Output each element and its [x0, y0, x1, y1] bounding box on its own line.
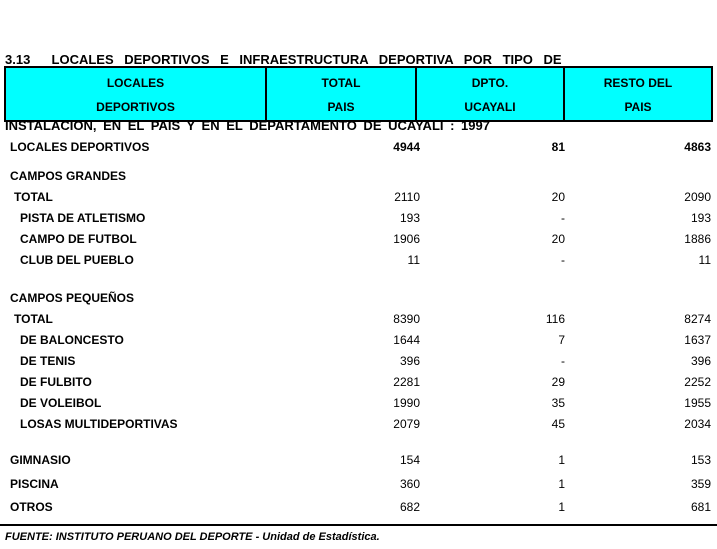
cell-resto-del-pais: 4863	[684, 139, 711, 154]
row-label: PISTA DE ATLETISMO	[20, 210, 146, 225]
cell-dpto-ucayali: -	[561, 252, 565, 267]
table-row: DE TENIS 396 - 396	[5, 350, 711, 371]
row-label: PISCINA	[10, 476, 59, 491]
cell-dpto-ucayali: 35	[551, 395, 565, 410]
cell-dpto-ucayali: 1	[558, 476, 565, 491]
cell-total-pais: 11	[407, 252, 420, 267]
cell-total-pais: 396	[399, 353, 420, 368]
table-row: PISTA DE ATLETISMO 193 - 193	[5, 207, 711, 228]
row-label: LOSAS MULTIDEPORTIVAS	[20, 416, 178, 431]
column-header-line: RESTO DEL	[603, 76, 673, 90]
table-row: PISCINA 360 1 359	[5, 473, 711, 494]
cell-total-pais: 1990	[393, 395, 420, 410]
cell-resto-del-pais: 2090	[684, 189, 711, 204]
cell-dpto-ucayali: 1	[558, 452, 565, 467]
cell-resto-del-pais: 396	[690, 353, 711, 368]
cell-dpto-ucayali: 7	[558, 332, 565, 347]
column-header-line: DPTO.	[471, 76, 509, 90]
cell-dpto-ucayali: 1	[558, 499, 565, 514]
column-header-line: PAIS	[624, 100, 652, 114]
table-row: GIMNASIO 154 1 153	[5, 449, 711, 470]
table-row: TOTAL 8390 116 8274	[5, 308, 711, 329]
table-header: LOCALES DEPORTIVOS TOTAL PAIS DPTO. UCAY…	[4, 66, 713, 122]
section-label: CAMPOS PEQUEÑOS	[10, 290, 135, 305]
row-label: OTROS	[10, 499, 53, 514]
column-header-locales-deportivos: LOCALES DEPORTIVOS	[6, 68, 265, 120]
table-section-row: CAMPOS GRANDES	[5, 165, 711, 186]
cell-total-pais: 2110	[394, 189, 420, 204]
table-row: DE BALONCESTO 1644 7 1637	[5, 329, 711, 350]
source-note: FUENTE: INSTITUTO PERUANO DEL DEPORTE - …	[5, 531, 380, 543]
cell-total-pais: 682	[399, 499, 420, 514]
cell-dpto-ucayali: 116	[545, 311, 565, 326]
row-label: LOCALES DEPORTIVOS	[10, 139, 150, 154]
cell-total-pais: 193	[399, 210, 420, 225]
row-label: DE FULBITO	[20, 374, 92, 389]
table-row: DE VOLEIBOL 1990 35 1955	[5, 392, 711, 413]
cell-resto-del-pais: 193	[690, 210, 711, 225]
cell-dpto-ucayali: 20	[551, 189, 565, 204]
section-label: CAMPOS GRANDES	[10, 168, 127, 183]
cell-total-pais: 1906	[393, 231, 420, 246]
row-label: CAMPO DE FUTBOL	[20, 231, 137, 246]
cell-total-pais: 2281	[393, 374, 420, 389]
column-header-line: UCAYALI	[464, 100, 516, 114]
cell-resto-del-pais: 1637	[684, 332, 711, 347]
row-label: TOTAL	[14, 311, 53, 326]
column-header-line: PAIS	[327, 100, 355, 114]
page-title-line1: 3.13 LOCALES DEPORTIVOS E INFRAESTRUCTUR…	[5, 52, 562, 67]
cell-resto-del-pais: 153	[690, 452, 711, 467]
row-label: CLUB DEL PUEBLO	[20, 252, 134, 267]
cell-dpto-ucayali: 81	[551, 139, 565, 154]
cell-resto-del-pais: 1955	[684, 395, 711, 410]
footer: FUENTE: INSTITUTO PERUANO DEL DEPORTE - …	[0, 524, 717, 543]
cell-dpto-ucayali: -	[561, 353, 565, 368]
column-header-resto-del-pais: RESTO DEL PAIS	[563, 68, 711, 120]
cell-resto-del-pais: 359	[690, 476, 711, 491]
table-body: LOCALES DEPORTIVOS 4944 81 4863 CAMPOS G…	[5, 136, 711, 517]
cell-resto-del-pais: 2252	[684, 374, 711, 389]
cell-resto-del-pais: 11	[698, 252, 711, 267]
table-row: TOTAL 2110 20 2090	[5, 186, 711, 207]
table-row: OTROS 682 1 681	[5, 496, 711, 517]
column-header-line: TOTAL	[321, 76, 361, 90]
row-label: TOTAL	[14, 189, 53, 204]
cell-dpto-ucayali: -	[561, 210, 565, 225]
cell-resto-del-pais: 1886	[684, 231, 711, 246]
table-row: CAMPO DE FUTBOL 1906 20 1886	[5, 228, 711, 249]
table-row: LOSAS MULTIDEPORTIVAS 2079 45 2034	[5, 413, 711, 434]
column-header-dpto-ucayali: DPTO. UCAYALI	[415, 68, 563, 120]
cell-total-pais: 4944	[393, 139, 420, 154]
cell-total-pais: 8390	[393, 311, 420, 326]
column-header-total-pais: TOTAL PAIS	[265, 68, 415, 120]
row-label: GIMNASIO	[10, 452, 71, 467]
cell-resto-del-pais: 8274	[684, 311, 711, 326]
cell-total-pais: 360	[399, 476, 420, 491]
cell-total-pais: 1644	[393, 332, 420, 347]
cell-total-pais: 154	[399, 452, 420, 467]
cell-dpto-ucayali: 20	[551, 231, 565, 246]
column-header-line: DEPORTIVOS	[96, 100, 175, 114]
cell-dpto-ucayali: 45	[551, 416, 565, 431]
table-section-row: CAMPOS PEQUEÑOS	[5, 287, 711, 308]
cell-total-pais: 2079	[393, 416, 420, 431]
row-label: DE BALONCESTO	[20, 332, 124, 347]
cell-resto-del-pais: 2034	[684, 416, 711, 431]
cell-dpto-ucayali: 29	[551, 374, 565, 389]
table-row: LOCALES DEPORTIVOS 4944 81 4863	[5, 136, 711, 157]
cell-resto-del-pais: 681	[690, 499, 711, 514]
column-header-line: LOCALES	[106, 76, 165, 90]
table-row: DE FULBITO 2281 29 2252	[5, 371, 711, 392]
table-row: CLUB DEL PUEBLO 11 - 11	[5, 249, 711, 270]
row-label: DE TENIS	[20, 353, 76, 368]
row-label: DE VOLEIBOL	[20, 395, 102, 410]
